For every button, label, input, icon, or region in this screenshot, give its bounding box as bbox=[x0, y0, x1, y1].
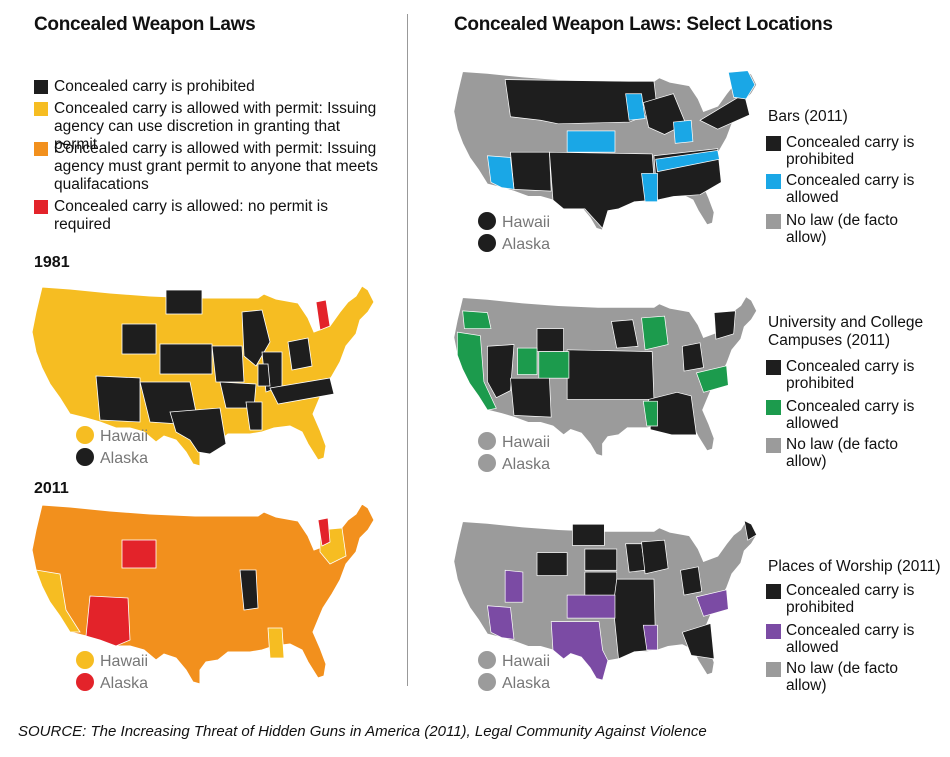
panel-title-bars: Bars (2011) bbox=[768, 108, 848, 125]
us-map-worship bbox=[453, 520, 758, 681]
swatch-allowed bbox=[766, 174, 781, 189]
panel-title-worship: Places of Worship (2011) bbox=[768, 558, 941, 575]
hawaii-worship: Hawaii bbox=[478, 651, 550, 671]
alaska-bars: Alaska bbox=[478, 234, 550, 254]
alaska-worship: Alaska bbox=[478, 673, 550, 693]
label-prohibited: Concealed carry is prohibited bbox=[786, 134, 915, 168]
alaska-1981: Alaska bbox=[76, 448, 148, 468]
hawaii-dot bbox=[76, 426, 94, 444]
year-label-1981: 1981 bbox=[34, 254, 70, 271]
legend-must-grant: Concealed carry is allowed with permit: … bbox=[34, 140, 384, 194]
legend-swatch-yellow bbox=[34, 102, 48, 116]
label-prohibited: Concealed carry is prohibited bbox=[786, 582, 915, 616]
label-allowed: Concealed carry is allowed bbox=[786, 172, 915, 206]
swatch-allowed bbox=[766, 624, 781, 639]
legend-swatch-black bbox=[34, 80, 48, 94]
hawaii-dot bbox=[478, 432, 496, 450]
alaska-2011: Alaska bbox=[76, 673, 148, 693]
label-no-law: No law (de facto allow) bbox=[786, 660, 898, 694]
alaska-label: Alaska bbox=[502, 456, 551, 473]
source-note: SOURCE: The Increasing Threat of Hidden … bbox=[18, 723, 707, 740]
alaska-label: Alaska bbox=[502, 675, 551, 692]
alaska-dot bbox=[478, 673, 496, 691]
hawaii-bars: Hawaii bbox=[478, 212, 550, 232]
legend-discretion: Concealed carry is allowed with permit: … bbox=[34, 100, 384, 154]
label-no-law: No law (de facto allow) bbox=[786, 436, 898, 470]
hawaii-dot bbox=[478, 651, 496, 669]
prohibited-states bbox=[487, 310, 736, 436]
swatch-allowed bbox=[766, 400, 781, 415]
us-map-campuses bbox=[453, 296, 758, 457]
panel-title-campuses: University and College Campuses (2011) bbox=[768, 314, 924, 349]
alaska-dot bbox=[76, 673, 94, 691]
alaska-campuses: Alaska bbox=[478, 454, 550, 474]
hawaii-label: Hawaii bbox=[502, 434, 551, 451]
left-title: Concealed Weapon Laws bbox=[34, 14, 256, 35]
swatch-prohibited bbox=[766, 136, 781, 151]
legend-prohibited: Concealed carry is prohibited bbox=[34, 78, 384, 96]
hawaii-dot bbox=[76, 651, 94, 669]
swatch-no-law bbox=[766, 214, 781, 229]
swatch-no-law bbox=[766, 662, 781, 677]
label-allowed: Concealed carry is allowed bbox=[786, 398, 915, 432]
hawaii-label: Hawaii bbox=[100, 653, 149, 670]
legend-swatch-red bbox=[34, 200, 48, 214]
label-no-law: No law (de facto allow) bbox=[786, 212, 898, 246]
hawaii-campuses: Hawaii bbox=[478, 432, 550, 452]
allowed-states bbox=[487, 569, 729, 681]
legend-label: Concealed carry is prohibited bbox=[54, 78, 255, 95]
hawaii-1981: Hawaii bbox=[76, 426, 148, 446]
legend-no-permit: Concealed carry is allowed: no permit is… bbox=[34, 198, 384, 234]
divider bbox=[407, 14, 408, 686]
hawaii-label: Hawaii bbox=[100, 428, 149, 445]
legend-label: Concealed carry is allowed with permit: … bbox=[54, 140, 378, 193]
alaska-dot bbox=[478, 454, 496, 472]
swatch-no-law bbox=[766, 438, 781, 453]
label-allowed: Concealed carry is allowed bbox=[786, 622, 915, 656]
legend-label: Concealed carry is allowed with permit: … bbox=[54, 100, 377, 153]
us-map-bars bbox=[453, 70, 758, 231]
alaska-dot bbox=[478, 234, 496, 252]
state-overrides bbox=[35, 517, 347, 659]
right-title: Concealed Weapon Laws: Select Locations bbox=[454, 14, 833, 35]
us-map-1981 bbox=[31, 285, 375, 467]
alaska-label: Alaska bbox=[100, 450, 149, 467]
legend-swatch-orange bbox=[34, 142, 48, 156]
hawaii-dot bbox=[478, 212, 496, 230]
legend-label: Concealed carry is allowed: no permit is… bbox=[54, 198, 328, 233]
alaska-label: Alaska bbox=[100, 675, 149, 692]
swatch-prohibited bbox=[766, 360, 781, 375]
swatch-prohibited bbox=[766, 584, 781, 599]
alaska-label: Alaska bbox=[502, 236, 551, 253]
us-map-2011 bbox=[31, 503, 375, 685]
allowed-states bbox=[487, 70, 756, 203]
alaska-dot bbox=[76, 448, 94, 466]
hawaii-label: Hawaii bbox=[502, 214, 551, 231]
allowed-states bbox=[456, 310, 729, 427]
hawaii-2011: Hawaii bbox=[76, 651, 148, 671]
label-prohibited: Concealed carry is prohibited bbox=[786, 358, 915, 392]
year-label-2011: 2011 bbox=[34, 480, 69, 497]
prohibited-states bbox=[95, 289, 335, 455]
hawaii-label: Hawaii bbox=[502, 653, 551, 670]
